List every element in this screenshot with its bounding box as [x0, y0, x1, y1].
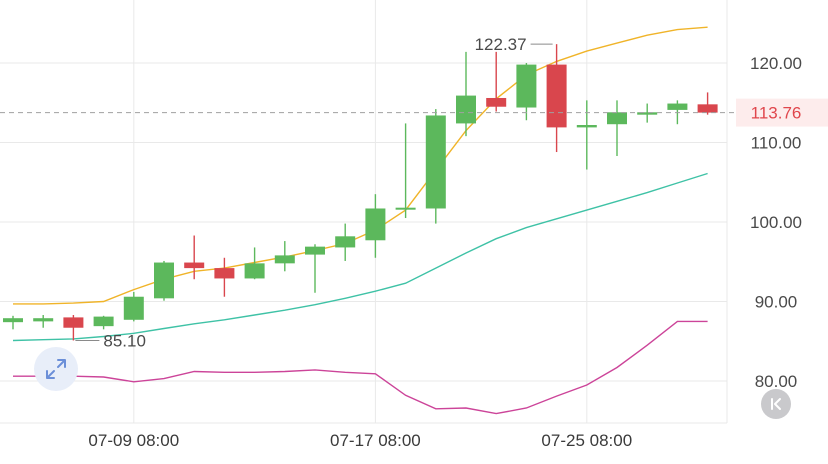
- candle-body: [667, 103, 688, 110]
- x-tick-label: 07-09 08:00: [88, 431, 179, 450]
- candle: [93, 315, 114, 330]
- back-to-latest-icon: [771, 398, 781, 410]
- candle-body: [93, 316, 114, 327]
- indicator-line-3: [13, 320, 708, 415]
- candle-body: [214, 268, 235, 279]
- y-axis-ticks: 120.00 110.00 100.00 90.00 80.00: [750, 54, 802, 391]
- candle-body: [576, 125, 597, 128]
- candle: [184, 235, 205, 280]
- indicator-line-2: [12, 172, 708, 342]
- candle-body: [305, 246, 325, 255]
- candle: [33, 315, 54, 328]
- candle-body: [3, 318, 23, 323]
- candle-body: [335, 236, 356, 248]
- candle-body: [637, 112, 658, 115]
- y-tick-label: 120.00: [750, 54, 802, 73]
- indicator-lines: [12, 26, 708, 415]
- grid-lines: [0, 0, 728, 424]
- candle-body: [395, 207, 416, 210]
- last-price-badge: [736, 98, 828, 127]
- y-tick-label: 100.00: [750, 213, 802, 232]
- candle: [546, 44, 567, 153]
- candle: [63, 315, 84, 341]
- x-tick-label: 07-25 08:00: [541, 431, 632, 450]
- candle: [697, 92, 718, 115]
- last-price-label: 113.76: [751, 104, 802, 123]
- x-tick-label: 07-17 08:00: [330, 431, 421, 450]
- candles: [3, 44, 718, 341]
- candle: [637, 103, 658, 123]
- back-to-latest-button[interactable]: [761, 389, 791, 419]
- candle: [576, 100, 597, 170]
- candle-body: [244, 263, 265, 279]
- candle: [123, 291, 144, 322]
- candle: [425, 109, 446, 224]
- y-tick-label: 110.00: [751, 134, 802, 153]
- candle-body: [365, 208, 386, 241]
- candle: [214, 257, 235, 297]
- candle: [3, 315, 23, 330]
- candle: [456, 51, 476, 137]
- candle-body: [154, 262, 174, 299]
- high-annotation: 122.37: [475, 35, 527, 54]
- candle-body: [456, 95, 476, 124]
- candle: [335, 223, 356, 261]
- candle-body: [425, 115, 446, 209]
- candle-body: [274, 255, 295, 264]
- x-axis-ticks: 07-09 08:00 07-17 08:00 07-25 08:00: [88, 431, 632, 450]
- expand-arrows-icon: [46, 359, 66, 379]
- candle: [244, 247, 265, 280]
- y-tick-label: 80.00: [755, 372, 798, 391]
- candle: [274, 241, 295, 272]
- indicator-line-1: [13, 26, 708, 305]
- candle: [305, 244, 325, 293]
- candle-body: [516, 64, 537, 108]
- candle: [395, 123, 416, 219]
- candle: [516, 63, 537, 121]
- candle-body: [184, 262, 205, 269]
- candle: [607, 100, 627, 157]
- candle-body: [607, 112, 627, 125]
- candle-body: [546, 64, 567, 128]
- candle: [486, 51, 507, 112]
- y-tick-label: 90.00: [755, 293, 798, 312]
- candle: [365, 194, 386, 258]
- low-annotation: 85.10: [103, 331, 146, 350]
- candle-body: [33, 318, 54, 322]
- candle-body: [63, 317, 84, 328]
- candle-body: [486, 97, 507, 107]
- expand-button[interactable]: [34, 347, 78, 391]
- candle: [154, 260, 174, 301]
- candle-body: [123, 296, 144, 320]
- candle-body: [697, 104, 718, 113]
